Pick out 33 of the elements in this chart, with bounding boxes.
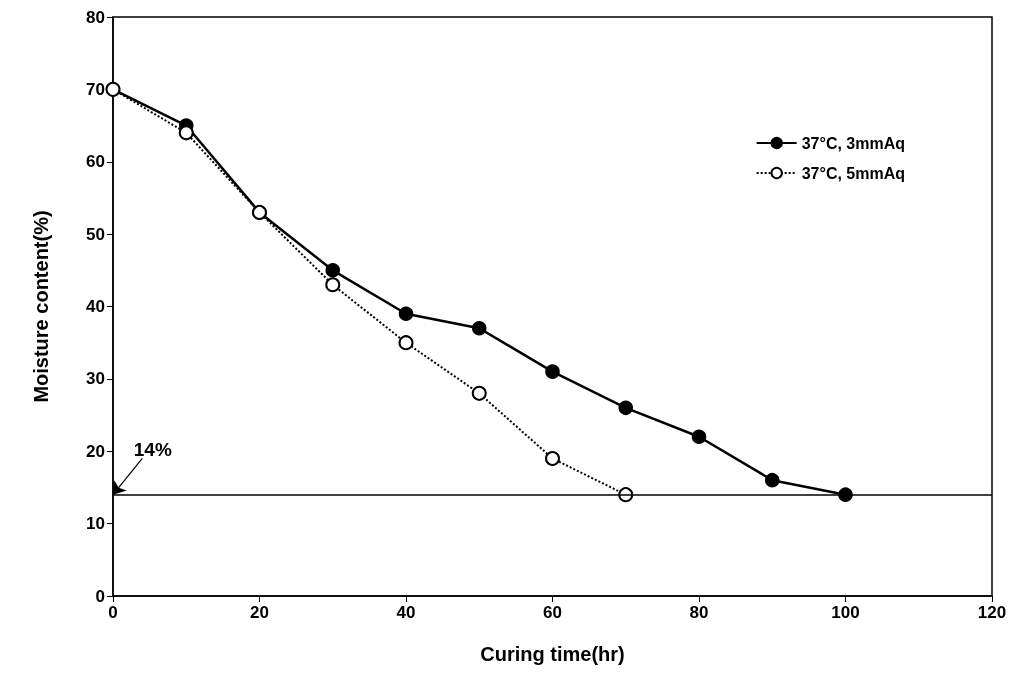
point — [545, 364, 560, 379]
y-tick-label: 30 — [86, 369, 105, 389]
point — [398, 306, 414, 321]
y-tick-label: 40 — [86, 297, 105, 316]
x-tick-label: 40 — [396, 603, 416, 622]
x-axis-title: Curing time(hr) — [480, 643, 625, 665]
point — [691, 429, 707, 445]
y-tick-label: 60 — [86, 152, 105, 172]
point — [325, 277, 341, 293]
point — [178, 125, 194, 141]
y-tick-label: 0 — [95, 586, 105, 606]
y-tick-label: 20 — [86, 441, 105, 461]
annotation: 14% — [133, 438, 172, 460]
point — [471, 385, 487, 401]
x-tick-label: 20 — [250, 603, 269, 622]
legend-label: 37°C, 3mmAq — [801, 134, 906, 152]
point — [325, 263, 340, 278]
x-tick-label: 80 — [689, 603, 709, 622]
point — [765, 472, 780, 488]
point — [545, 450, 560, 466]
y-tick-label: 10 — [86, 514, 105, 534]
x-tick-label: 100 — [831, 603, 860, 622]
legend-label: 37°C, 5mmAq — [801, 164, 906, 182]
y-tick-label: 80 — [86, 7, 105, 27]
point — [472, 320, 487, 336]
y-axis-title: Moisture content(%) — [30, 210, 52, 403]
point — [618, 400, 633, 416]
y-tick-label: 50 — [86, 224, 105, 244]
x-tick-label: 0 — [108, 603, 118, 622]
x-tick-label: 120 — [977, 603, 1007, 622]
point — [398, 335, 414, 351]
y-tick-label: 70 — [86, 79, 105, 99]
x-tick-label: 60 — [543, 603, 562, 622]
